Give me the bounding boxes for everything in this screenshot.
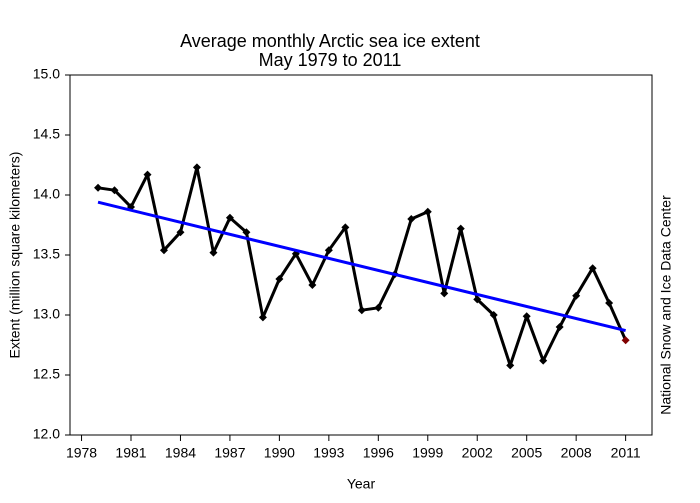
data-point — [440, 289, 449, 298]
y-axis-label: Extent (million square kilometers) — [7, 152, 23, 359]
data-point — [275, 275, 284, 283]
y-tick-label: 15.0 — [33, 66, 60, 82]
x-tick-label: 1996 — [363, 445, 394, 461]
data-point — [308, 281, 317, 289]
x-tick-label: 1984 — [165, 445, 196, 461]
x-tick-label: 2008 — [561, 445, 592, 461]
data-point — [555, 323, 564, 331]
data-point — [374, 303, 383, 312]
data-point — [159, 246, 168, 255]
data-point — [143, 170, 152, 179]
data-point — [176, 228, 185, 237]
x-tick-label: 1987 — [214, 445, 245, 461]
x-tick-label: 2002 — [462, 445, 493, 461]
data-point — [324, 246, 333, 255]
y-tick-label: 13.5 — [33, 246, 60, 262]
y-tick-label: 14.0 — [33, 186, 60, 202]
data-point — [506, 361, 515, 370]
data-point — [407, 215, 416, 223]
trend-line — [97, 200, 626, 333]
data-point — [473, 295, 482, 304]
data-point — [242, 228, 251, 237]
source-label: National Snow and Ice Data Center — [658, 195, 674, 415]
chart-subtitle: May 1979 to 2011 — [259, 50, 402, 70]
y-tick-label: 13.0 — [33, 306, 60, 322]
data-point — [357, 306, 366, 315]
data-point — [110, 186, 119, 195]
x-tick-label: 1978 — [66, 445, 97, 461]
data-point — [341, 223, 350, 232]
data-point — [456, 224, 465, 233]
data-point — [621, 336, 630, 345]
data-point — [588, 264, 597, 273]
y-tick-label: 14.5 — [33, 126, 60, 142]
data-point — [225, 213, 234, 222]
data-point — [489, 311, 498, 319]
data-point — [423, 207, 432, 216]
data-point — [192, 163, 201, 172]
x-tick-label: 1990 — [264, 445, 295, 461]
chart-title: Average monthly Arctic sea ice extent — [180, 31, 480, 51]
data-point — [522, 312, 531, 321]
x-tick-label: 2005 — [511, 445, 542, 461]
data-point — [209, 248, 218, 257]
x-tick-label: 1999 — [412, 445, 443, 461]
x-axis-label: Year — [347, 476, 376, 492]
data-point — [605, 299, 614, 307]
data-point — [258, 313, 267, 322]
plot-frame — [69, 74, 653, 436]
data-point — [94, 183, 103, 192]
y-tick-label: 12.5 — [33, 366, 60, 382]
data-point — [539, 356, 548, 365]
data-point — [572, 291, 581, 300]
x-tick-label: 1981 — [115, 445, 146, 461]
x-tick-label: 1993 — [313, 445, 344, 461]
y-tick-label: 12.0 — [33, 426, 60, 442]
x-tick-label: 2011 — [611, 445, 641, 461]
